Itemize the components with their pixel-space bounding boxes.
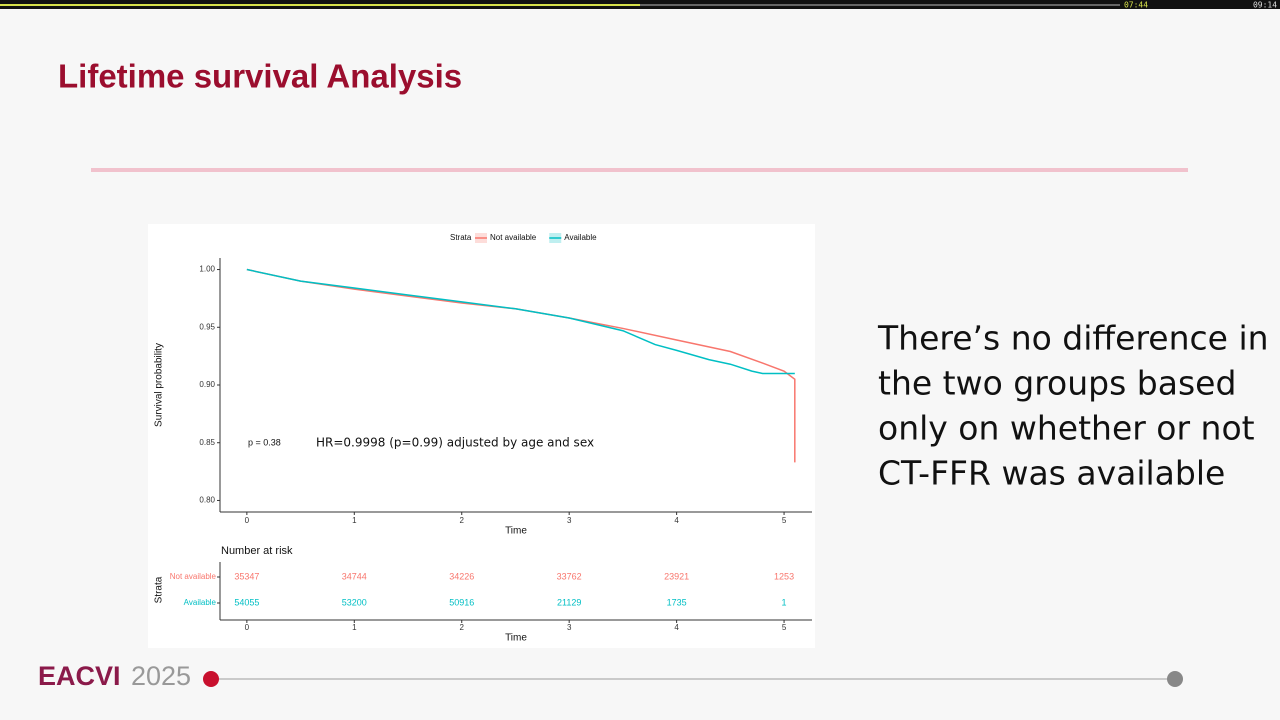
risk-x-label: Time <box>505 633 527 644</box>
footer-year: 2025 <box>131 661 191 691</box>
risk-x-tick-label: 5 <box>782 623 787 632</box>
elapsed-time: 07:44 <box>1124 1 1148 10</box>
legend-label: Not available <box>490 233 537 242</box>
risk-count: 54055 <box>234 597 259 607</box>
body-text: the two groups based <box>878 364 1236 403</box>
chart-panel <box>148 224 815 648</box>
slide-title: Lifetime survival Analysis <box>58 58 462 95</box>
body-text: There’s no difference in <box>877 319 1269 358</box>
risk-x-tick-label: 1 <box>352 623 357 632</box>
risk-count: 53200 <box>342 597 367 607</box>
p-value: p = 0.38 <box>248 437 281 447</box>
x-tick-label: 1 <box>352 516 357 525</box>
risk-x-tick-label: 2 <box>460 623 465 632</box>
risk-count: 23921 <box>664 571 689 581</box>
progress-played[interactable] <box>0 4 640 6</box>
risk-row-label: Available <box>184 598 217 607</box>
legend-label: Available <box>564 233 597 242</box>
risk-strata-label: Strata <box>154 576 165 603</box>
risk-row-label: Not available <box>170 572 217 581</box>
y-tick-label: 1.00 <box>199 265 215 274</box>
y-tick-label: 0.85 <box>199 438 215 447</box>
risk-title: Number at risk <box>221 545 293 557</box>
y-tick-label: 0.90 <box>199 380 215 389</box>
risk-x-tick-label: 0 <box>245 623 250 632</box>
y-tick-label: 0.95 <box>199 322 215 331</box>
risk-count: 33762 <box>557 571 582 581</box>
risk-x-tick-label: 4 <box>674 623 679 632</box>
risk-count: 50916 <box>449 597 474 607</box>
body-text: only on whether or not <box>878 409 1255 448</box>
risk-count: 34744 <box>342 571 367 581</box>
x-tick-label: 3 <box>567 516 572 525</box>
legend-title: Strata <box>450 233 472 242</box>
risk-count: 1 <box>782 597 787 607</box>
total-time: 09:14 <box>1253 1 1277 10</box>
risk-count: 1735 <box>667 597 687 607</box>
risk-count: 35347 <box>234 571 259 581</box>
x-tick-label: 2 <box>460 516 465 525</box>
risk-x-tick-label: 3 <box>567 623 572 632</box>
survival-curve <box>246 268 795 375</box>
y-axis-label: Survival probability <box>154 343 165 427</box>
risk-count: 21129 <box>557 597 581 607</box>
x-tick-label: 0 <box>245 516 250 525</box>
footer-end-dot <box>1167 671 1183 687</box>
risk-count: 1253 <box>774 571 794 581</box>
risk-count: 34226 <box>449 571 474 581</box>
body-text: CT-FFR was available <box>878 454 1225 493</box>
divider <box>91 168 1188 172</box>
survival-curve <box>246 268 796 463</box>
y-tick-label: 0.80 <box>199 496 215 505</box>
x-tick-label: 5 <box>782 516 787 525</box>
x-axis-label: Time <box>505 526 527 537</box>
footer-dot <box>203 671 219 687</box>
footer-brand: EACVI <box>38 661 121 691</box>
progress-remaining[interactable] <box>640 4 1120 6</box>
x-tick-label: 4 <box>674 516 679 525</box>
hr-annotation: HR=0.9998 (p=0.99) adjusted by age and s… <box>316 436 594 450</box>
